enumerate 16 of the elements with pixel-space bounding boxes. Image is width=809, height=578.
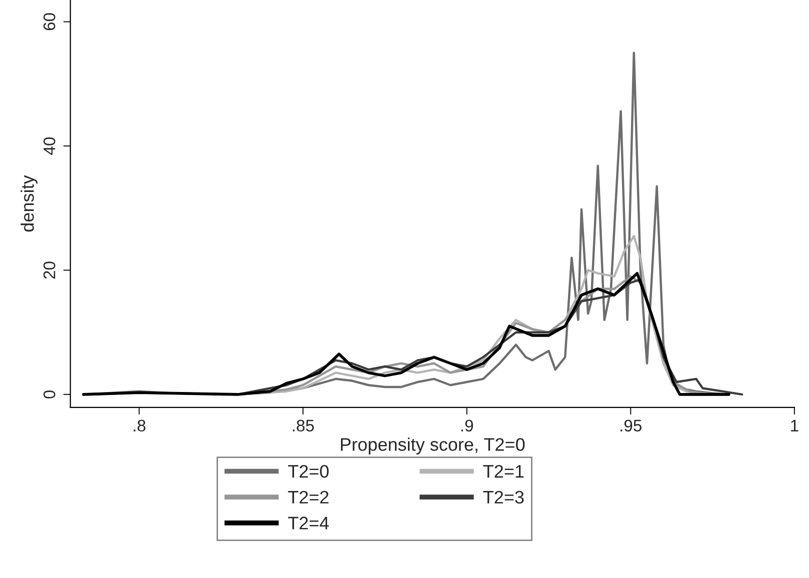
y-tick-label: 60 [43, 13, 56, 30]
legend-label: T2=2 [288, 490, 328, 504]
legend-label: T2=1 [483, 464, 524, 478]
y-tick-label: 20 [43, 262, 56, 279]
x-tick-label: .9 [461, 420, 473, 432]
legend-label: T2=0 [288, 464, 329, 478]
legend-label: T2=4 [288, 516, 329, 530]
x-tick-label: .95 [620, 420, 642, 432]
x-axis-title: Propensity score, T2=0 [340, 438, 525, 454]
y-tick-label: 40 [43, 137, 56, 155]
x-tick-label: .8 [134, 420, 146, 432]
y-tick-label: 0 [43, 390, 56, 398]
x-tick-label: .85 [292, 420, 314, 432]
x-tick-label: 1 [791, 420, 798, 432]
y-axis-title: density [20, 175, 38, 232]
legend-label: T2=3 [483, 490, 524, 504]
